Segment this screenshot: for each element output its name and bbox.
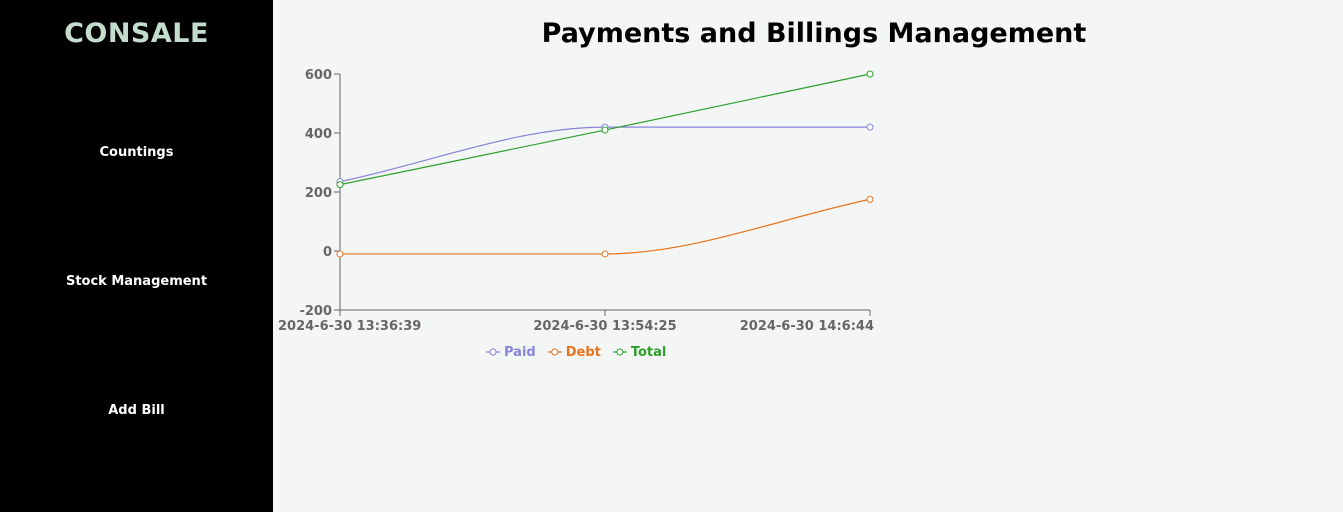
y-tick-label: 400: [305, 127, 332, 142]
y-tick-label: 0: [323, 245, 332, 260]
series-debt-point: [336, 250, 344, 258]
sidebar: CONSALE Countings Stock Management Add B…: [0, 0, 273, 512]
series-total-point: [866, 70, 874, 78]
series-debt-point: [866, 195, 874, 203]
nav-item-countings[interactable]: Countings: [99, 145, 174, 160]
nav-item-add-bill[interactable]: Add Bill: [108, 403, 165, 418]
x-tick-label: 2024-6-30 14:6:44: [740, 319, 874, 334]
brand-logo[interactable]: CONSALE: [64, 18, 209, 49]
legend-debt-label: Debt: [566, 345, 601, 360]
series-total-point: [601, 126, 609, 134]
y-tick-label: 200: [305, 186, 332, 201]
x-tick-label: 2024-6-30 13:54:25: [533, 319, 676, 334]
page-title: Payments and Billings Management: [541, 18, 1087, 49]
legend-total-label: Total: [631, 345, 667, 360]
series-debt-point: [601, 250, 609, 258]
y-tick-label: -200: [299, 304, 332, 319]
y-tick-label: 600: [305, 68, 332, 83]
series-paid-point: [866, 123, 874, 131]
legend-paid-marker: [489, 348, 497, 356]
series-debt-line: [340, 198, 871, 255]
x-tick-label: 2024-6-30 13:36:39: [278, 319, 421, 334]
series-total-point: [336, 181, 344, 189]
series-paid-line: [339, 126, 870, 183]
nav-item-stock-management[interactable]: Stock Management: [65, 274, 208, 289]
legend-total-marker: [616, 348, 624, 356]
legend-paid-label: Paid: [504, 345, 536, 360]
legend-debt-marker: [551, 348, 559, 356]
